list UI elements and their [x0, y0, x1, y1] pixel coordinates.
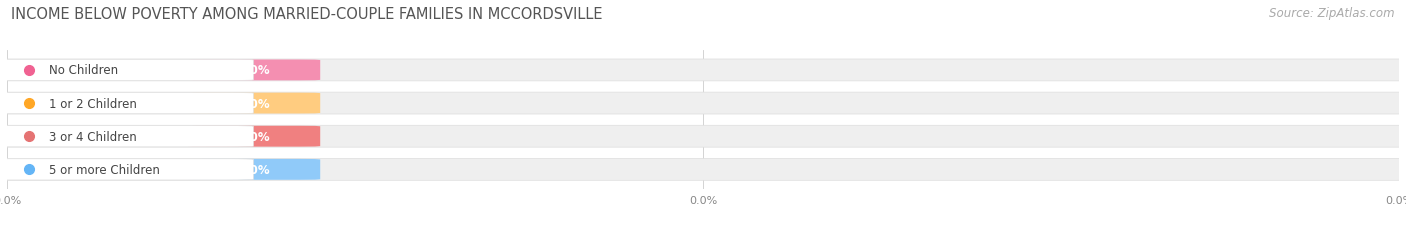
Text: 0.0%: 0.0%: [238, 130, 270, 143]
FancyBboxPatch shape: [0, 126, 253, 147]
Text: 1 or 2 Children: 1 or 2 Children: [49, 97, 136, 110]
Text: 3 or 4 Children: 3 or 4 Children: [49, 130, 136, 143]
Text: 5 or more Children: 5 or more Children: [49, 163, 160, 176]
FancyBboxPatch shape: [0, 60, 1406, 82]
FancyBboxPatch shape: [188, 60, 321, 81]
Text: Source: ZipAtlas.com: Source: ZipAtlas.com: [1270, 7, 1395, 20]
Text: INCOME BELOW POVERTY AMONG MARRIED-COUPLE FAMILIES IN MCCORDSVILLE: INCOME BELOW POVERTY AMONG MARRIED-COUPL…: [11, 7, 603, 22]
FancyBboxPatch shape: [0, 126, 1406, 148]
Text: 0.0%: 0.0%: [238, 163, 270, 176]
Text: 0.0%: 0.0%: [238, 97, 270, 110]
Text: No Children: No Children: [49, 64, 118, 77]
FancyBboxPatch shape: [0, 159, 253, 180]
FancyBboxPatch shape: [188, 93, 321, 114]
FancyBboxPatch shape: [0, 93, 1406, 115]
FancyBboxPatch shape: [0, 60, 253, 81]
FancyBboxPatch shape: [0, 93, 253, 114]
FancyBboxPatch shape: [0, 159, 1406, 180]
FancyBboxPatch shape: [188, 159, 321, 180]
FancyBboxPatch shape: [188, 126, 321, 147]
Text: 0.0%: 0.0%: [238, 64, 270, 77]
